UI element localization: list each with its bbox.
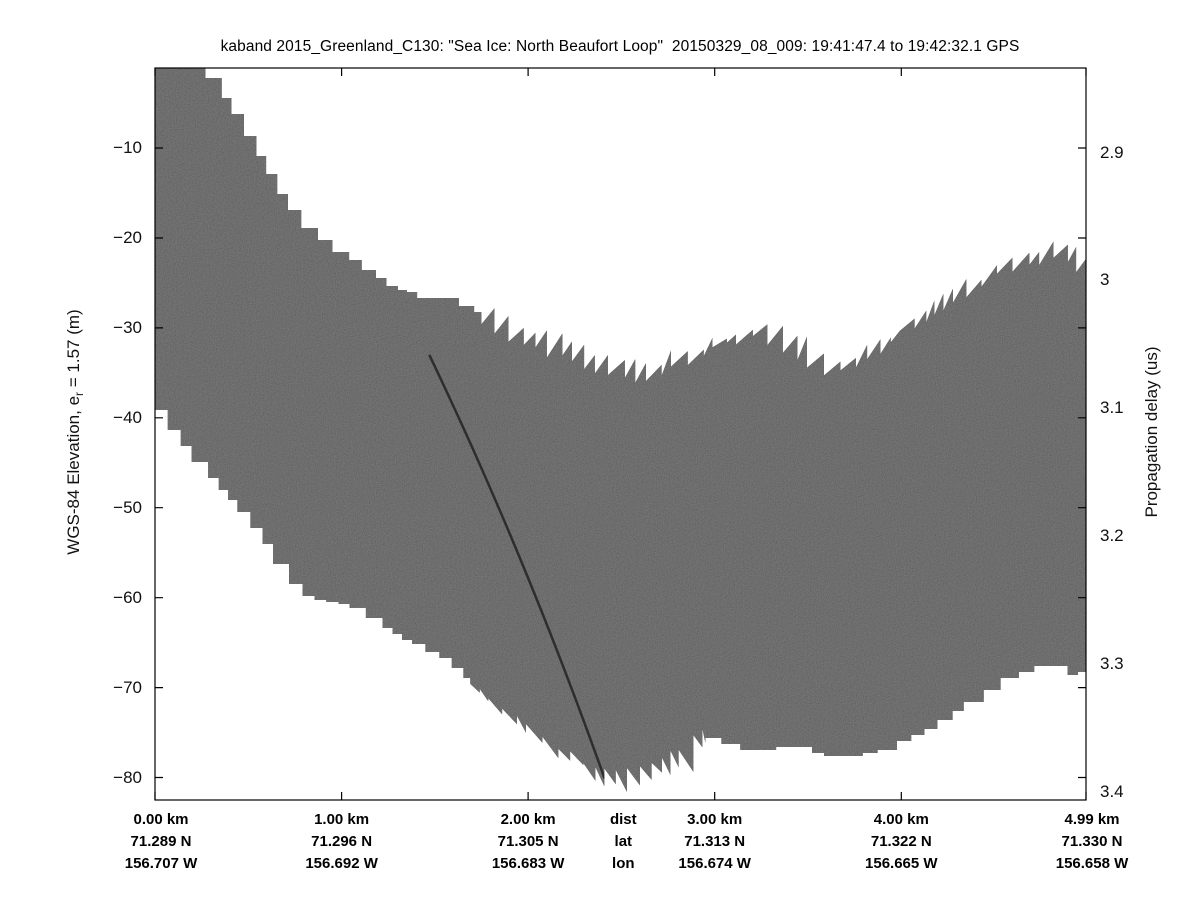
left-tick-label: −10: [113, 138, 142, 157]
tick-marks: [154, 68, 1087, 800]
x-axis-header-column: dist lat lon: [610, 809, 637, 875]
x-tick-column-lon-value: 156.683 W: [491, 855, 565, 872]
x-tick-column: 1.00 km 71.296 N 156.692 W: [305, 809, 378, 875]
right-tick-label: 3.2: [1100, 526, 1124, 546]
left-axis-label: WGS-84 Elevation, er = 1.57 (m): [64, 309, 86, 554]
right-tick-label: 3: [1100, 270, 1110, 290]
x-tick-column-dist-value: 2.00 km: [500, 811, 556, 828]
left-tick-label: −20: [113, 228, 142, 247]
right-tick-label: 3.3: [1100, 654, 1124, 674]
x-tick-column-dist-value: 0.00 km: [133, 811, 189, 828]
left-tick-label: −50: [113, 497, 142, 517]
internal-layer-echo: [428, 354, 606, 779]
plot-border: [154, 67, 1087, 801]
x-tick-column-lat-value: 71.322 N: [870, 833, 932, 850]
right-tick-label: 2.9: [1100, 142, 1124, 162]
x-tick-column-lon-value: 156.674 W: [678, 855, 751, 872]
right-tick-label: 3.1: [1100, 398, 1124, 418]
x-tick-column-dist-value: 1.00 km: [314, 811, 370, 828]
left-tick-label: −70: [113, 677, 142, 697]
x-axis-header-column-lon-value: lon: [612, 855, 635, 872]
x-tick-column-lat-value: 71.330 N: [1061, 833, 1123, 850]
x-tick-column-dist-value: 4.99 km: [1064, 811, 1120, 828]
x-tick-column-lat-value: 71.296 N: [311, 833, 373, 850]
left-tick-label: −40: [113, 407, 142, 427]
right-axis-label: Propagation delay (us): [1142, 346, 1161, 518]
figure-title: kaband 2015_Greenland_C130: "Sea Ice: No…: [220, 38, 1020, 55]
left-tick-label: −60: [113, 587, 142, 607]
x-tick-column-lat-value: 71.313 N: [684, 833, 746, 850]
x-tick-column: 4.00 km 71.322 N 156.665 W: [865, 809, 938, 875]
x-tick-column-lat-value: 71.289 N: [130, 833, 192, 850]
x-tick-column-lon-value: 156.658 W: [1055, 855, 1129, 872]
left-axis-label-subscript: r: [72, 391, 87, 396]
x-tick-column-lon-value: 156.665 W: [865, 855, 938, 872]
x-tick-column-lat-value: 71.305 N: [497, 833, 559, 850]
left-tick-label: −80: [113, 767, 142, 787]
x-tick-column-dist-value: 4.00 km: [873, 811, 929, 828]
left-tick-label: −30: [113, 317, 142, 337]
axis-ticks: [154, 68, 1087, 800]
right-tick-label: 3.4: [1100, 782, 1124, 802]
x-tick-column: 4.99 km 71.330 N 156.658 W: [1056, 809, 1129, 875]
x-tick-column-lon-value: 156.692 W: [305, 855, 378, 872]
x-tick-column: 0.00 km 71.289 N 156.707 W: [125, 809, 198, 875]
x-tick-column-lon-value: 156.707 W: [124, 855, 198, 872]
x-tick-column: 2.00 km 71.305 N 156.683 W: [492, 809, 565, 875]
x-tick-column: 3.00 km 71.313 N 156.674 W: [678, 809, 751, 875]
echogram-noise-texture: [155, 68, 1086, 792]
x-tick-column-dist-value: 3.00 km: [687, 811, 743, 828]
x-axis-header-column-lat-value: lat: [614, 833, 633, 850]
x-axis-header-column-dist-value: dist: [609, 811, 637, 828]
